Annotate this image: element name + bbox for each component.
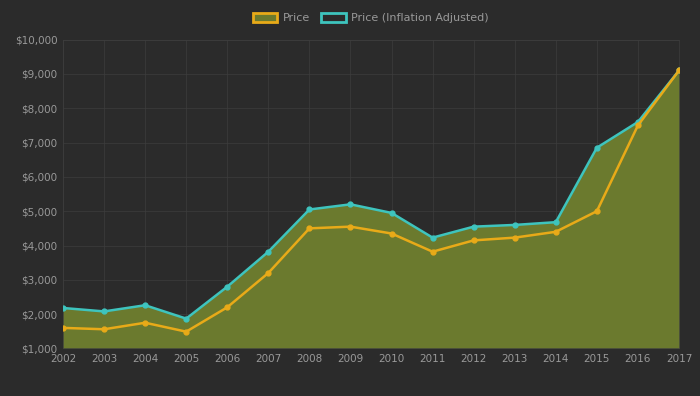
Legend: Price, Price (Inflation Adjusted): Price, Price (Inflation Adjusted)	[248, 8, 494, 27]
